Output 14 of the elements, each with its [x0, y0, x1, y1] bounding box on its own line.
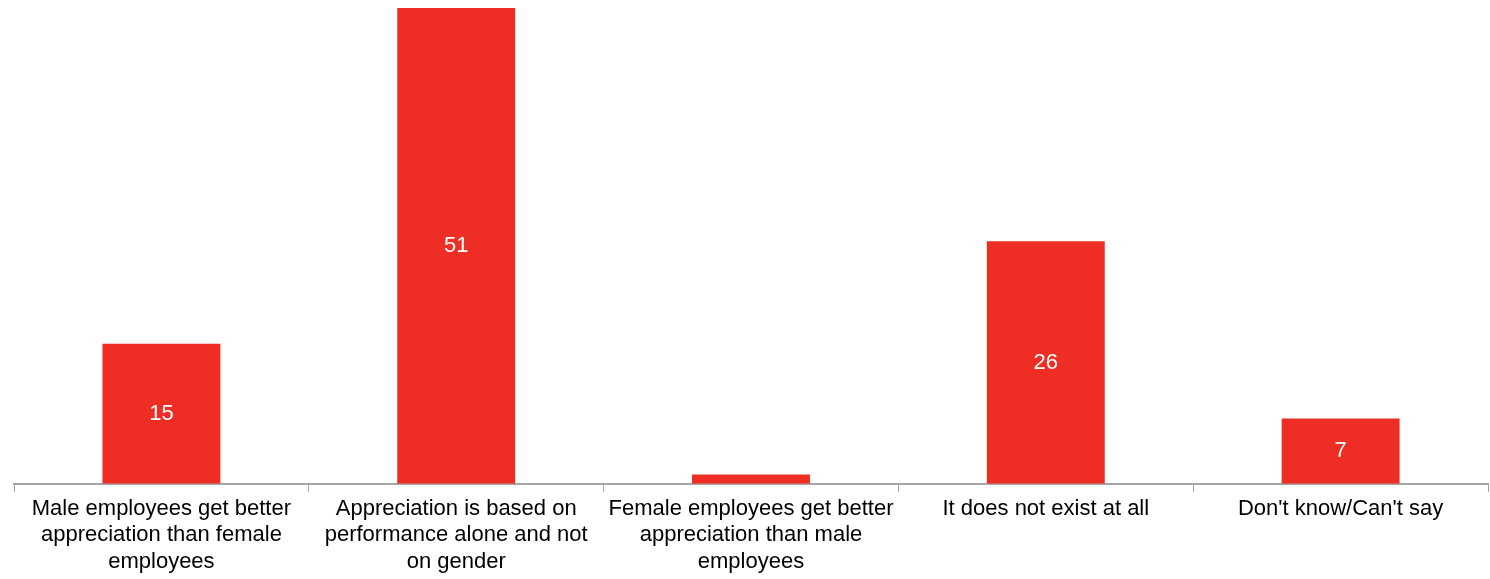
x-tick-label: Don't know/Can't say: [1237, 495, 1444, 521]
data-label: 51: [443, 231, 469, 257]
bar: [692, 474, 810, 484]
bar: [102, 343, 221, 484]
x-tick-label: Female employees get better appreciation than male employees: [608, 495, 894, 573]
x-tick-label: It does not exist at all: [942, 495, 1150, 521]
data-label: 7: [1334, 437, 1347, 463]
x-tick-label: Appreciation is based on performance alone and not on gender: [324, 495, 588, 573]
data-label: 15: [149, 399, 174, 425]
data-label: 26: [1033, 348, 1059, 374]
bar: [1281, 418, 1400, 484]
bar: [397, 8, 516, 484]
x-tick-label: Male employees get better appreciation than female employees: [31, 495, 292, 573]
bar: [986, 241, 1105, 484]
